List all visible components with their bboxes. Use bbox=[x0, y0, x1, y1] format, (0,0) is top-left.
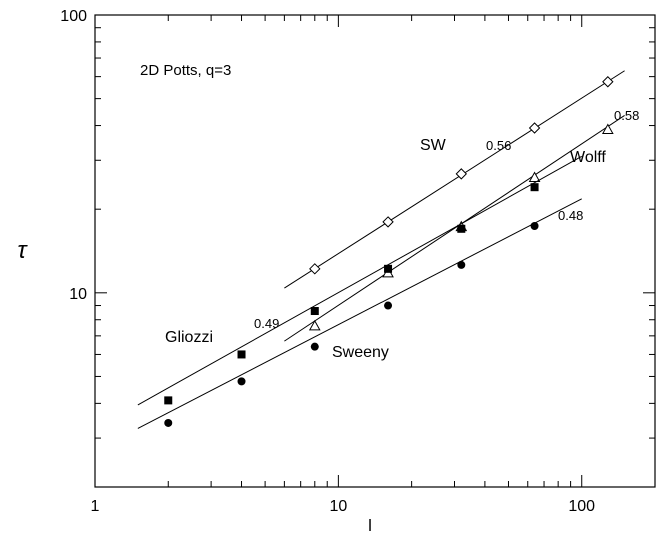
gliozzi-point bbox=[457, 224, 466, 233]
wolff-point bbox=[308, 319, 321, 331]
wolff-fit-line bbox=[284, 115, 625, 342]
sw-series-label: SW bbox=[420, 137, 447, 154]
sweeny-series-label: Sweeny bbox=[332, 344, 389, 361]
sweeny-exponent-label: 0.48 bbox=[558, 208, 583, 223]
gliozzi-fit-line bbox=[137, 155, 582, 406]
sw-point bbox=[455, 168, 468, 180]
chart-annotation-title: 2D Potts, q=3 bbox=[140, 62, 231, 79]
plot-frame bbox=[94, 14, 656, 488]
gliozzi-exponent-label: 0.49 bbox=[254, 316, 279, 331]
y-tick-label: 100 bbox=[60, 8, 87, 25]
wolff-point bbox=[601, 123, 614, 135]
sweeny-point bbox=[457, 260, 466, 269]
sweeny-point bbox=[530, 221, 539, 230]
wolff-exponent-label: 0.58 bbox=[614, 108, 639, 123]
sw-point bbox=[309, 263, 321, 275]
sw-point bbox=[528, 122, 541, 134]
gliozzi-point bbox=[310, 307, 319, 316]
gliozzi-point bbox=[384, 264, 393, 273]
y-axis-label: τ bbox=[18, 237, 29, 264]
sweeny-fit-line bbox=[137, 198, 582, 429]
gliozzi-series-label: Gliozzi bbox=[165, 329, 213, 346]
x-tick-label: 10 bbox=[329, 498, 347, 515]
gliozzi-point bbox=[237, 350, 246, 359]
gliozzi-point bbox=[164, 396, 173, 405]
gliozzi-point bbox=[530, 183, 539, 192]
y-tick-label: 10 bbox=[69, 286, 87, 303]
wolff-series-label: Wolff bbox=[570, 149, 606, 166]
x-axis-label: l bbox=[368, 516, 372, 533]
sweeny-point bbox=[310, 342, 319, 351]
wolff-point bbox=[528, 171, 541, 183]
sweeny-point bbox=[384, 301, 393, 310]
plot-area: 1 10 100 10 100 SW 0.56 Wolff 0.58 Gliozzi 0.49 Swe… bbox=[60, 8, 656, 515]
sw-exponent-label: 0.56 bbox=[486, 138, 511, 153]
sweeny-point bbox=[164, 418, 173, 427]
x-tick-label: 1 bbox=[91, 498, 100, 515]
sweeny-point bbox=[237, 377, 246, 386]
sw-point bbox=[602, 76, 614, 88]
x-tick-label: 100 bbox=[568, 498, 595, 515]
sw-fit-line bbox=[284, 70, 625, 289]
sw-point bbox=[382, 216, 394, 228]
